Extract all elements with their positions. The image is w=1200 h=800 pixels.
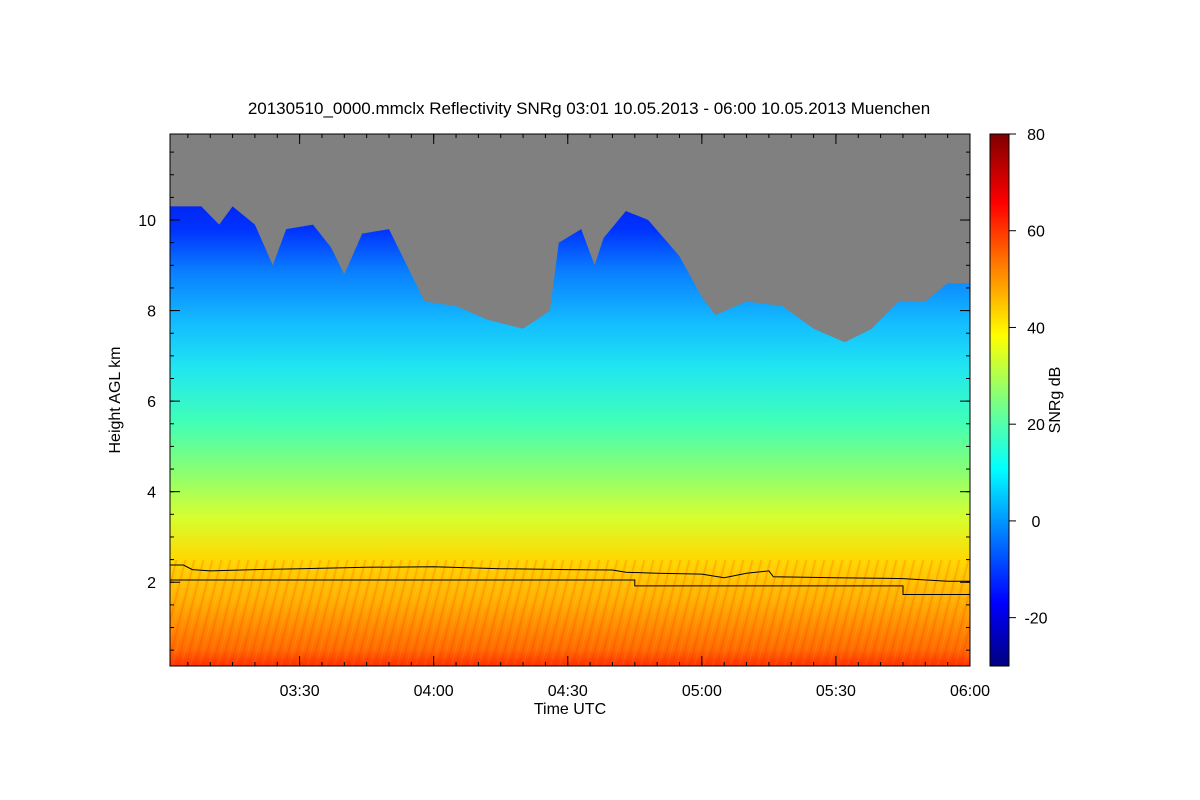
- colorbar-tick-label: -20: [1024, 611, 1047, 628]
- colorbar: -20 0 20 40 60 80 SNRg dB: [989, 127, 1064, 667]
- colorbar-tick-label: 80: [1027, 127, 1045, 144]
- x-tick-label: 04:00: [414, 683, 454, 700]
- colorbar-tick-label: 20: [1027, 417, 1045, 434]
- colorbar-tick-label: 0: [1032, 514, 1041, 531]
- x-tick-label: 03:30: [280, 683, 320, 700]
- x-tick-label: 06:00: [950, 683, 990, 700]
- x-axis-label: Time UTC: [534, 701, 606, 718]
- colorbar-tick-label: 40: [1027, 320, 1045, 337]
- y-axis: 2 4 6 8 10: [138, 151, 970, 651]
- y-axis-label: Height AGL km: [107, 346, 124, 453]
- plot-frame: [169, 133, 971, 667]
- no-data-region: [170, 134, 970, 343]
- chart-title: 20130510_0000.mmclx Reflectivity SNRg 03…: [248, 99, 930, 118]
- y-tick-label: 2: [147, 575, 156, 592]
- colorbar-tick-label: 60: [1027, 224, 1045, 241]
- boundary-line-lower: [170, 579, 970, 595]
- y-tick-label: 6: [147, 394, 156, 411]
- x-tick-label: 04:30: [548, 683, 588, 700]
- precip-streaks: [170, 560, 970, 666]
- x-axis: 03:30 04:00 04:30 05:00 05:30 06:00: [187, 134, 990, 700]
- y-tick-label: 4: [147, 485, 156, 502]
- y-tick-label: 8: [147, 304, 156, 321]
- x-tick-label: 05:00: [682, 683, 722, 700]
- colorbar-label: SNRg dB: [1047, 367, 1064, 434]
- plot-area: [170, 134, 970, 666]
- boundary-line-upper: [170, 564, 970, 582]
- x-tick-label: 05:30: [816, 683, 856, 700]
- colorbar-ticks: -20 0 20 40 60 80: [1009, 127, 1048, 628]
- y-tick-label: 10: [138, 213, 156, 230]
- colorbar-gradient: [989, 133, 1010, 667]
